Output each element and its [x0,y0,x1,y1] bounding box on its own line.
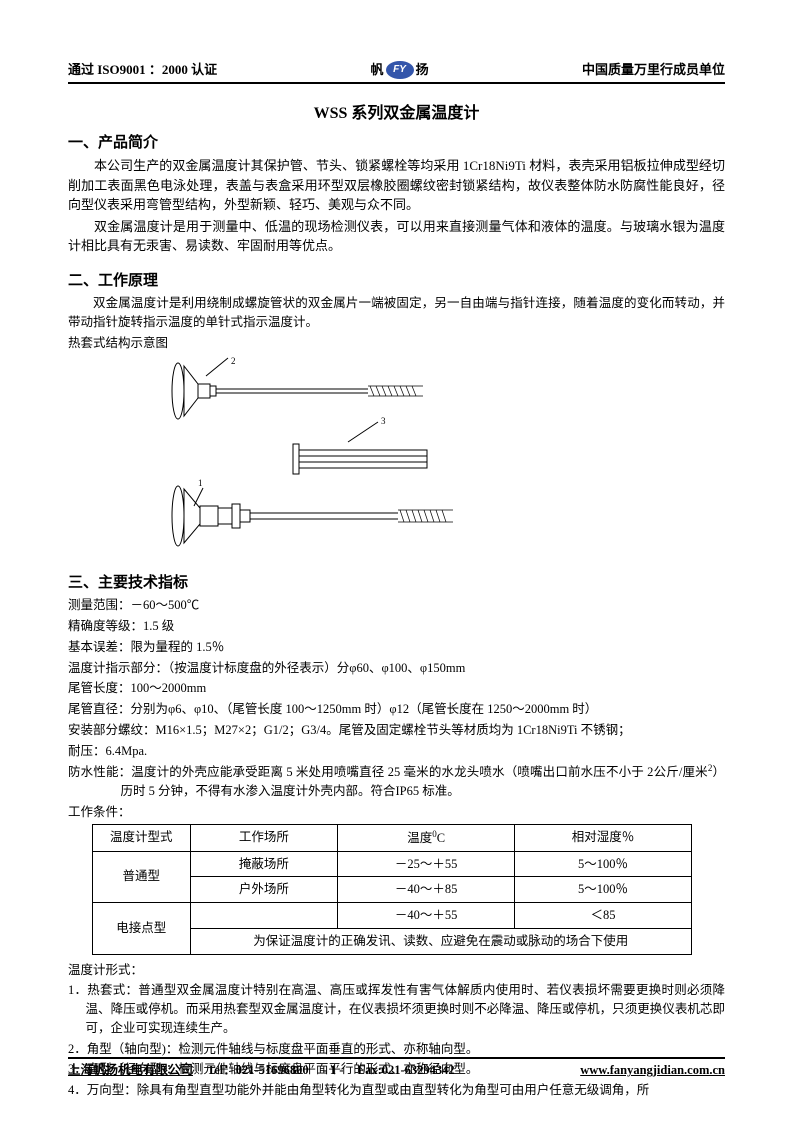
spec-waterproof-body: 温度计的外壳应能承受距离 5 米处用喷嘴直径 25 毫米的水龙头喷水（喷嘴出口前… [131,765,708,779]
structure-diagram: 2 3 1 [68,356,725,562]
spec-thread: 安装部分螺纹：M16×1.5；M27×2；G1/2；G3/4。尾管及固定螺栓节头… [68,721,725,740]
th-temp-suffix: C [437,831,445,845]
table-header-row: 温度计型式 工作场所 温度0C 相对湿度％ [93,824,692,851]
header-center: 帆 FY 扬 [371,60,429,80]
cell: －25～＋55 [338,851,515,877]
footer-url: www.fanyangjidian.com.cn [580,1061,725,1080]
list-item: 1．热套式：普通型双金属温度计特别在高温、高压或挥发性有害气体解质内使用时、若仪… [68,981,725,1037]
page-header: 通过 ISO9001 ：2000 认证 帆 FY 扬 中国质量万里行成员单位 [68,60,725,84]
spec-pressure: 耐压：6.4Mpa. [68,742,725,761]
table-row: 普通型 掩蔽场所 －25～＋55 5～100％ [93,851,692,877]
footer-fax: Fax:021-63294342 [357,1061,454,1080]
th-type: 温度计型式 [93,824,191,851]
page-title: WSS 系列双金属温度计 [68,102,725,126]
cell-note: 为保证温度计的正确发讯、读数、应避免在震动或脉动的场合下使用 [190,928,691,954]
forms-label: 温度计形式： [68,961,725,980]
footer-tel: Tel：021-51696800 [207,1061,309,1080]
th-humidity: 相对湿度％ [515,824,692,851]
diagram-caption: 热套式结构示意图 [68,334,725,353]
spec-range: 测量范围：－60～500℃ [68,596,725,615]
spec-dial: 温度计指示部分：（按温度计标度盘的外径表示）分φ60、φ100、φ150mm [68,659,725,678]
diagram-svg: 2 3 1 [68,356,528,556]
th-temp: 温度0C [338,824,515,851]
header-brand-right: 扬 [416,60,429,80]
spec-tail-len: 尾管长度：100～2000mm [68,679,725,698]
cell: 户外场所 [190,877,338,903]
logo-icon: FY [386,61,414,79]
spec-tail-dia: 尾管直径：分别为φ6、φ10、（尾管长度 100～1250mm 时）φ12（尾管… [68,700,725,719]
th-temp-prefix: 温度 [407,831,432,845]
cell: 掩蔽场所 [190,851,338,877]
spec-waterproof: 防水性能：温度计的外壳应能承受距离 5 米处用喷嘴直径 25 毫米的水龙头喷水（… [68,762,725,801]
section3-heading: 三、主要技术指标 [68,572,725,595]
cell-type-normal: 普通型 [93,851,191,903]
list-item: 2．角型（轴向型)：检测元件轴线与标度盘平面垂直的形式、亦称轴向型。 [68,1040,725,1059]
header-right: 中国质量万里行成员单位 [582,60,725,80]
spec-waterproof-lead: 防水性能： [68,765,131,779]
section2-heading: 二、工作原理 [68,270,725,293]
header-brand-left: 帆 [371,60,384,80]
conditions-table: 温度计型式 工作场所 温度0C 相对湿度％ 普通型 掩蔽场所 －25～＋55 5… [92,824,692,955]
table-row: 电接点型 －40～＋55 ＜85 [93,903,692,929]
conditions-label: 工作条件： [68,803,725,822]
spec-basic-error: 基本误差：限为量程的 1.5％ [68,638,725,657]
footer-page: - 1 - [323,1061,344,1080]
section1-p2: 双金属温度计是用于测量中、低温的现场检测仪表，可以用来直接测量气体和液体的温度。… [68,217,725,256]
spec-accuracy: 精确度等级：1.5 级 [68,617,725,636]
section1-p1: 本公司生产的双金属温度计其保护管、节头、锁紧螺栓等均采用 1Cr18Ni9Ti … [68,156,725,215]
cell: 5～100％ [515,877,692,903]
cell-type-contact: 电接点型 [93,903,191,955]
cell [190,903,338,929]
cell: 5～100％ [515,851,692,877]
cell: －40～＋85 [338,877,515,903]
header-left: 通过 ISO9001 ：2000 认证 [68,60,217,80]
section2-p1: 双金属温度计是利用绕制成螺旋管状的双金属片一端被固定，另一自由端与指针连接，随着… [68,294,725,332]
svg-text:1: 1 [198,478,203,488]
svg-text:2: 2 [231,356,236,366]
section1-heading: 一、产品简介 [68,132,725,155]
svg-text:3: 3 [381,416,386,426]
list-item: 4．万向型：除具有角型直型功能外并能由角型转化为直型或由直型转化为角型可由用户任… [68,1081,725,1100]
footer-company: 上海帆扬机电有限公司 [68,1061,193,1080]
forms-list: 1．热套式：普通型双金属温度计特别在高温、高压或挥发性有害气体解质内使用时、若仪… [68,981,725,1100]
page-footer: 上海帆扬机电有限公司 Tel：021-51696800 - 1 - Fax:02… [68,1057,725,1080]
th-place: 工作场所 [190,824,338,851]
cell: －40～＋55 [338,903,515,929]
cell: ＜85 [515,903,692,929]
